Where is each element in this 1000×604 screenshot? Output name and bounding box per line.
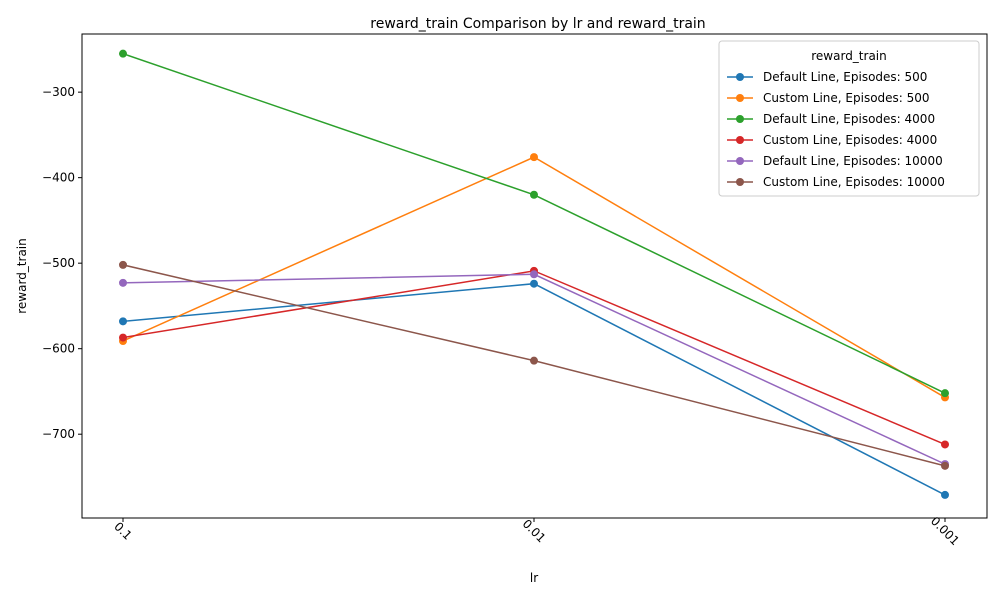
legend-label: Default Line, Episodes: 10000 [763,154,943,168]
data-point [530,279,538,288]
data-point [530,153,538,162]
series-lines [119,49,949,499]
legend-label: Default Line, Episodes: 500 [763,70,927,84]
legend-entry: Default Line, Episodes: 4000 [727,112,935,126]
y-axis-label: reward_train [15,238,29,314]
series-1 [119,279,949,499]
legend-entry: Custom Line, Episodes: 10000 [727,175,945,189]
legend-entry: Default Line, Episodes: 500 [727,70,927,84]
legend-swatch-marker [736,178,744,186]
data-point [941,461,949,470]
series-line [122,273,946,465]
y-tick-label: −600 [42,342,75,356]
legend-swatch-marker [736,73,744,81]
series-3 [119,49,949,398]
series-line [122,282,946,496]
legend-label: Custom Line, Episodes: 10000 [763,175,945,189]
legend-swatch-marker [736,115,744,123]
legend-entry: Custom Line, Episodes: 500 [727,91,930,105]
series-5 [119,270,949,469]
data-point [119,278,127,287]
legend-entry: Custom Line, Episodes: 4000 [727,133,937,147]
legend-label: Default Line, Episodes: 4000 [763,112,935,126]
data-point [530,270,538,279]
legend-box [718,40,980,197]
legend-title: reward_train [811,49,887,63]
data-point [530,190,538,199]
legend: reward_train Default Line, Episodes: 500… [718,40,980,197]
data-point [119,260,127,269]
data-point [119,333,127,342]
y-tick-label: −400 [42,171,75,185]
x-tick-label: 0.1 [111,519,134,542]
series-line [122,264,946,467]
data-point [941,440,949,449]
x-axis-label: lr [530,571,538,585]
chart-title: reward_train Comparison by lr and reward… [370,16,705,32]
data-point [530,356,538,365]
series-6 [119,260,949,470]
legend-swatch-marker [736,94,744,102]
legend-entry: Default Line, Episodes: 10000 [727,154,943,168]
data-point [119,317,127,326]
data-point [941,490,949,499]
legend-swatch-marker [736,157,744,165]
y-tick-label: −700 [42,427,75,441]
y-tick-label: −500 [42,256,75,270]
data-point [941,389,949,398]
legend-label: Custom Line, Episodes: 500 [763,91,930,105]
x-tick-label: 0.01 [520,517,549,546]
y-tick-label: −300 [42,85,75,99]
legend-swatch-marker [736,136,744,144]
legend-label: Custom Line, Episodes: 4000 [763,133,937,147]
data-point [119,49,127,58]
